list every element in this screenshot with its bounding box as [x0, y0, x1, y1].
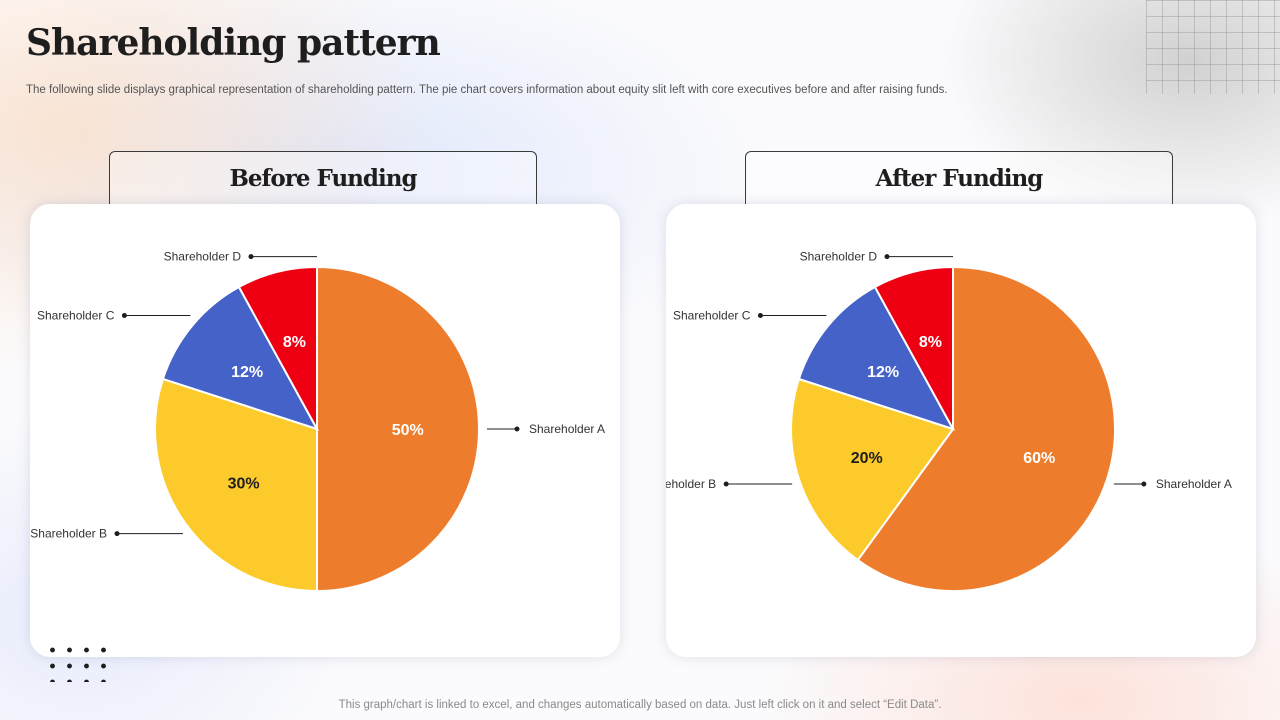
- category-label-shareholder-b: Shareholder B: [30, 527, 107, 541]
- after-funding-chart-card: 60% Shareholder A 20% Shareholder B 12% Share…: [666, 204, 1256, 657]
- leader-dot-shareholder-c: [757, 313, 763, 319]
- category-label-shareholder-a: Shareholder A: [529, 422, 605, 436]
- category-label-shareholder-d: Shareholder D: [164, 250, 242, 264]
- pie-slice-shareholder-c: [161, 285, 320, 431]
- leader-dot-shareholder-b: [723, 481, 729, 487]
- footer-note: This graph/chart is linked to excel, and…: [338, 699, 942, 711]
- category-label-shareholder-c: Shareholder C: [673, 309, 751, 323]
- after-funding-header: After Funding: [745, 151, 1173, 205]
- dot-grid-decoration: [44, 642, 108, 682]
- before-funding-chart-card: 50% Shareholder A 30% Shareholder B 12% Share…: [30, 204, 620, 657]
- leader-dot-shareholder-b: [114, 531, 120, 537]
- pie-slice-shareholder-a: [856, 265, 1116, 592]
- before-funding-header: Before Funding: [109, 151, 537, 205]
- leader-dot-shareholder-a: [1141, 481, 1147, 487]
- data-label-shareholder-a: 60%: [1023, 450, 1055, 467]
- before-funding-title: Before Funding: [229, 165, 417, 192]
- after-funding-title: After Funding: [875, 165, 1044, 192]
- category-label-shareholder-b: Shareholder B: [666, 477, 716, 491]
- pie-slice-shareholder-d: [873, 265, 954, 430]
- leader-dot-shareholder-d: [248, 254, 254, 260]
- data-label-shareholder-b: 20%: [851, 450, 883, 467]
- category-label-shareholder-a: Shareholder A: [1156, 477, 1232, 491]
- pie-slice-shareholder-c: [797, 285, 956, 431]
- data-label-shareholder-a: 50%: [392, 422, 424, 439]
- grid-decoration: [1146, 0, 1280, 94]
- data-label-shareholder-d: 8%: [283, 334, 306, 351]
- data-label-shareholder-c: 12%: [867, 364, 899, 381]
- category-label-shareholder-d: Shareholder D: [800, 250, 878, 264]
- before-funding-pie-chart: 50% Shareholder A 30% Shareholder B 12% Share…: [30, 250, 605, 593]
- leader-dot-shareholder-d: [884, 254, 890, 260]
- pie-slice-shareholder-a: [316, 265, 480, 593]
- page-title: Shareholding pattern: [26, 22, 441, 64]
- pie-slice-shareholder-b: [154, 377, 318, 593]
- leader-dot-shareholder-c: [121, 313, 127, 319]
- data-label-shareholder-b: 30%: [228, 475, 260, 492]
- after-funding-pie-chart: 60% Shareholder A 20% Shareholder B 12% Share…: [666, 250, 1232, 592]
- leader-dot-shareholder-a: [514, 426, 520, 432]
- pie-slice-shareholder-d: [237, 265, 318, 430]
- page-subtitle: The following slide displays graphical r…: [26, 84, 948, 96]
- category-label-shareholder-c: Shareholder C: [37, 309, 115, 323]
- data-label-shareholder-c: 12%: [231, 364, 263, 381]
- data-label-shareholder-d: 8%: [919, 334, 942, 351]
- pie-slice-shareholder-b: [790, 377, 955, 562]
